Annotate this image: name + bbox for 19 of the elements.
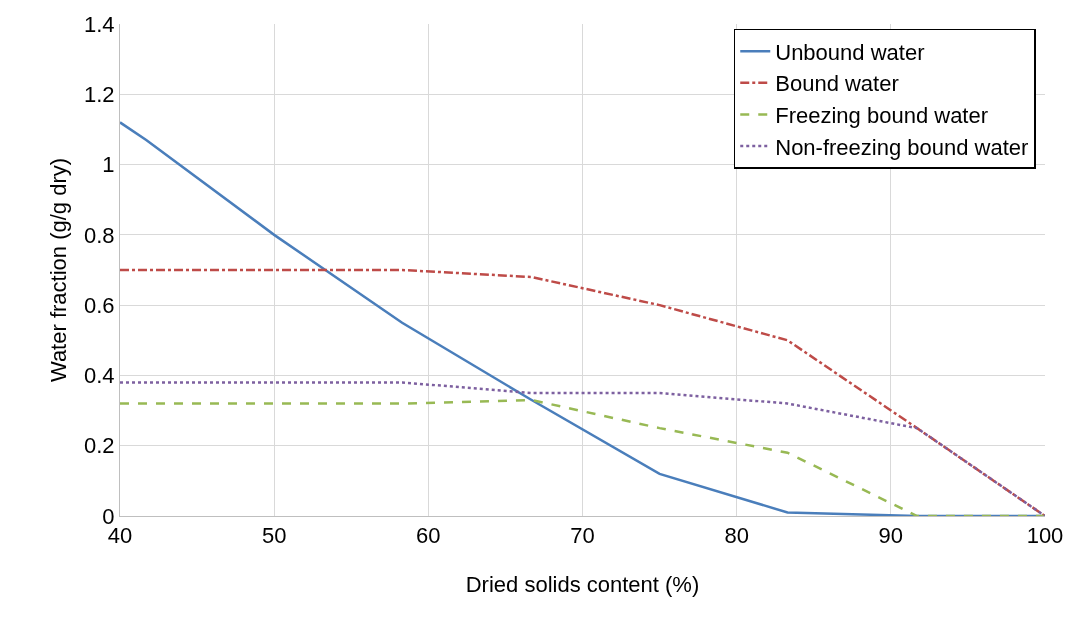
y-axis-title: Water fraction (g/g dry)	[46, 157, 71, 383]
y-tick-label: 1	[102, 152, 115, 178]
legend-label: Freezing bound water	[775, 103, 989, 128]
x-tick-label: 60	[416, 523, 441, 549]
y-tick-label: 0.6	[84, 292, 115, 318]
x-tick-label: 50	[261, 523, 287, 549]
y-tick-label: 0.8	[84, 222, 115, 248]
legend-label: Bound water	[775, 71, 899, 97]
x-tick-label: 100	[1026, 523, 1064, 549]
x-axis-title: Dried solids content (%)	[465, 572, 700, 597]
x-tick-label: 80	[724, 523, 749, 549]
y-tick-label: 1.4	[84, 11, 115, 37]
legend-label: Non-freezing bound water	[775, 134, 1029, 160]
y-tick-label: 1.2	[84, 81, 115, 107]
x-tick-label: 90	[878, 523, 904, 549]
y-tick-label: 0.4	[84, 363, 115, 389]
legend-label: Unbound water	[775, 39, 925, 65]
y-tick-label: 0.2	[84, 433, 115, 459]
x-tick-label: 70	[570, 523, 595, 549]
